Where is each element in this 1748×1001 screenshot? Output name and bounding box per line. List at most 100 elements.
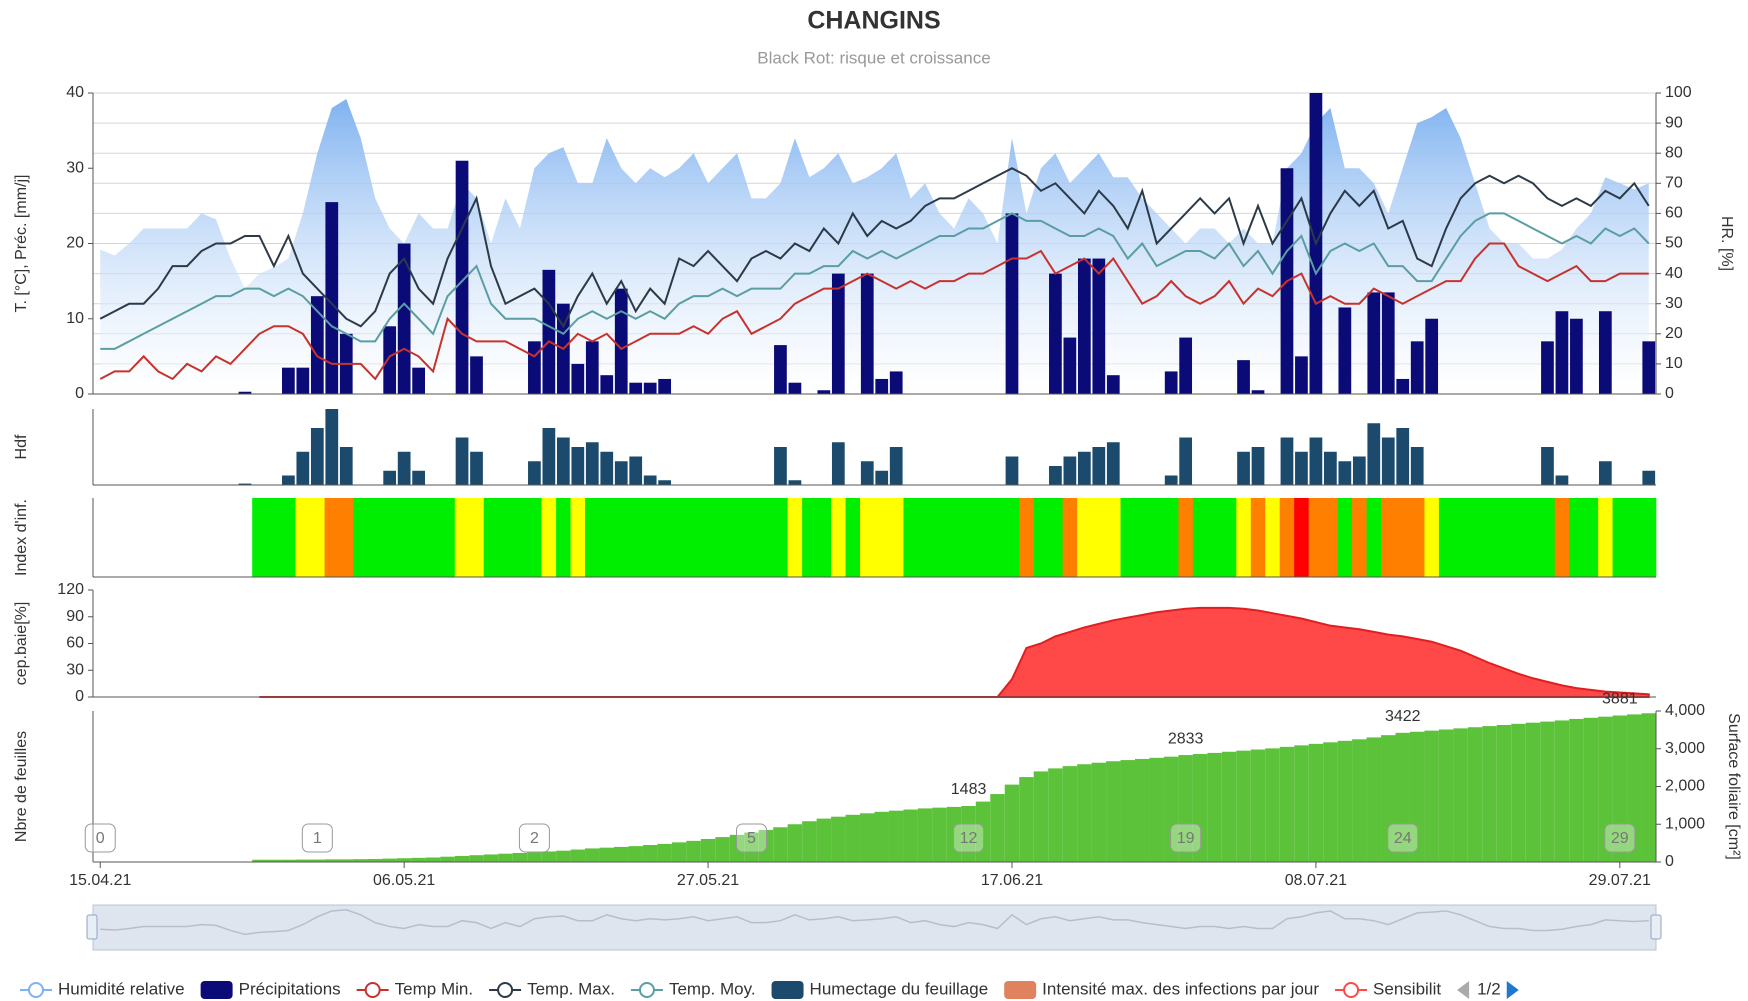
bar bbox=[238, 483, 252, 485]
legend-item[interactable]: Temp. Max. bbox=[489, 979, 615, 998]
y-axis-label: Nbre de feuilles bbox=[13, 731, 30, 842]
y2-axis-label: HR. [%] bbox=[1718, 216, 1735, 271]
bar bbox=[1077, 258, 1091, 394]
strip-cell bbox=[874, 498, 890, 577]
bar bbox=[1091, 762, 1107, 862]
bar bbox=[1279, 746, 1295, 862]
legend-item[interactable]: Sensibilit bbox=[1335, 979, 1441, 998]
strip-cell bbox=[1077, 498, 1092, 577]
y2-tick-label: 10 bbox=[1665, 355, 1683, 372]
legend-prev[interactable] bbox=[1457, 981, 1470, 999]
strip-cell bbox=[1062, 498, 1078, 577]
bar bbox=[1425, 318, 1439, 394]
bar bbox=[614, 288, 628, 394]
area bbox=[100, 99, 1649, 395]
bar bbox=[845, 814, 861, 862]
bar bbox=[875, 378, 889, 394]
bar bbox=[1337, 740, 1353, 862]
bar bbox=[266, 859, 282, 862]
bar bbox=[1367, 423, 1381, 485]
strip-cell bbox=[990, 498, 1006, 577]
line bbox=[99, 242, 1649, 381]
y2-tick-label: 50 bbox=[1665, 235, 1683, 252]
y-tick-label: 30 bbox=[66, 661, 84, 678]
bar bbox=[1179, 437, 1193, 485]
bar bbox=[527, 852, 542, 862]
bar bbox=[383, 470, 397, 485]
bar bbox=[528, 341, 541, 394]
leaf-count-box bbox=[1604, 823, 1636, 853]
bar bbox=[1005, 213, 1019, 394]
bar bbox=[1192, 754, 1208, 862]
bar bbox=[412, 470, 425, 485]
strip-cell bbox=[1207, 498, 1223, 577]
legend-item[interactable]: Humectage du feuillage bbox=[771, 979, 989, 999]
bar bbox=[1106, 375, 1120, 394]
bar bbox=[570, 849, 586, 862]
bar bbox=[1540, 721, 1555, 862]
legend-swatch bbox=[497, 982, 514, 998]
bar bbox=[1569, 718, 1584, 862]
bar bbox=[1598, 311, 1612, 394]
bar bbox=[238, 391, 252, 394]
bar bbox=[657, 843, 672, 862]
bar bbox=[614, 461, 628, 485]
legend-page: 1/2 bbox=[1477, 979, 1501, 998]
strip-cell bbox=[845, 498, 861, 577]
zoom-slider[interactable] bbox=[92, 904, 1657, 951]
bar bbox=[1178, 755, 1193, 862]
leaf-count-label: 12 bbox=[960, 830, 978, 847]
legend-item[interactable]: Temp Min. bbox=[356, 979, 473, 998]
legend-swatch bbox=[1343, 982, 1360, 998]
bar bbox=[860, 461, 874, 485]
bar bbox=[512, 852, 528, 862]
y2-tick-label: 3,000 bbox=[1665, 740, 1705, 757]
bar bbox=[1309, 437, 1323, 485]
bar bbox=[1251, 390, 1265, 394]
strip-cell bbox=[1265, 498, 1281, 577]
bar bbox=[1062, 766, 1078, 862]
y2-tick-label: 100 bbox=[1665, 84, 1692, 101]
leaf-count-box bbox=[301, 823, 333, 853]
strip-cell bbox=[802, 498, 817, 577]
bar bbox=[1381, 292, 1395, 394]
y-axis-label: T. [°C], Préc. [mm/j] bbox=[13, 175, 30, 313]
bar bbox=[1570, 318, 1583, 394]
legend-item[interactable]: Humidité relative bbox=[20, 979, 185, 998]
line bbox=[100, 212, 1650, 350]
strip-cell bbox=[1091, 498, 1107, 577]
bar bbox=[903, 809, 918, 862]
bar bbox=[1424, 730, 1439, 862]
legend-item[interactable]: Temp. Moy. bbox=[630, 979, 756, 998]
strip-cell bbox=[1135, 498, 1150, 577]
strip-cell bbox=[469, 498, 485, 577]
strip-cell bbox=[773, 498, 788, 577]
bar bbox=[1612, 715, 1628, 862]
strip-cell bbox=[556, 498, 571, 577]
bar bbox=[1280, 437, 1294, 485]
bar bbox=[542, 269, 556, 394]
legend-next[interactable] bbox=[1506, 981, 1519, 999]
leaf-count-label: 2 bbox=[530, 830, 539, 847]
slider-handle[interactable] bbox=[1650, 914, 1662, 940]
bar bbox=[1149, 757, 1164, 862]
legend-item[interactable]: Intensité max. des infections par jour bbox=[1004, 979, 1319, 999]
bar bbox=[774, 447, 787, 485]
strip-cell bbox=[946, 498, 962, 577]
strip-cell bbox=[1163, 498, 1179, 577]
slider-handle[interactable] bbox=[86, 914, 98, 940]
strip-cell bbox=[1236, 498, 1252, 577]
strip-cell bbox=[1323, 498, 1338, 577]
strip-cell bbox=[1192, 498, 1208, 577]
legend-item[interactable]: Précipitations bbox=[200, 979, 341, 999]
x-tick-label: 27.05.21 bbox=[677, 872, 739, 889]
bar bbox=[1077, 451, 1091, 485]
bar bbox=[1598, 461, 1612, 485]
bar bbox=[1541, 447, 1554, 485]
bar bbox=[1323, 742, 1338, 862]
leaf-count-box bbox=[84, 823, 116, 853]
strip-cell bbox=[1554, 498, 1570, 577]
bar bbox=[658, 378, 672, 394]
bar bbox=[860, 273, 874, 394]
bar bbox=[788, 382, 802, 394]
